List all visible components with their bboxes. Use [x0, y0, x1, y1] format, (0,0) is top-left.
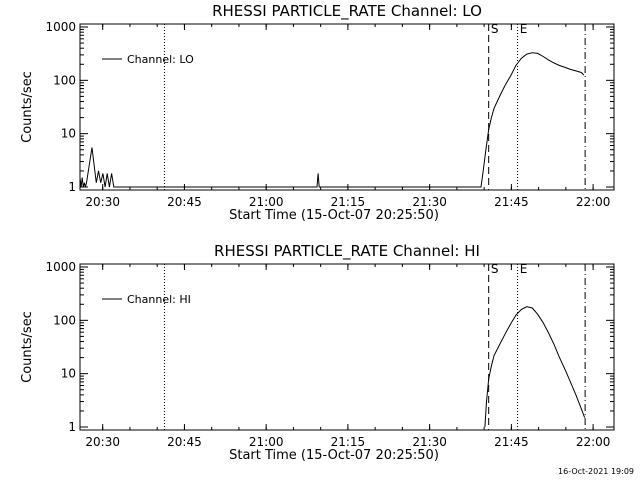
x-tick-label: 20:45	[167, 195, 202, 209]
x-tick-label: 20:30	[85, 435, 120, 449]
x-tick-label: 21:00	[249, 435, 284, 449]
marker-label: E	[520, 262, 528, 276]
marker-label: S	[491, 22, 499, 36]
plot-frame	[79, 23, 615, 191]
x-tick-label: 20:30	[85, 195, 120, 209]
x-tick-label: 21:15	[331, 435, 366, 449]
y-tick-label: 10	[61, 367, 76, 381]
x-tick-label: 21:15	[331, 195, 366, 209]
legend-label: Channel: LO	[127, 53, 194, 66]
chart-panel-lo: RHESSI PARTICLE_RATE Channel: LO 20:30 20:…	[20, 2, 615, 223]
y-tick-label: 1	[68, 180, 76, 194]
series-line	[484, 306, 586, 428]
y-tick-label: 100	[53, 73, 76, 87]
y-tick-label: 1000	[45, 260, 76, 274]
chart-title: RHESSI PARTICLE_RATE Channel: HI	[214, 242, 480, 261]
marker-label: S	[491, 262, 499, 276]
x-tick-label: 21:00	[249, 195, 284, 209]
y-tick-label: 1000	[45, 20, 76, 34]
x-tick-label: 21:30	[412, 435, 447, 449]
footer-stamp: 16-Oct-2021 19:09	[558, 467, 634, 476]
y-tick-label: 100	[53, 313, 76, 327]
x-tick-label: 21:30	[412, 195, 447, 209]
legend-label: Channel: HI	[127, 293, 191, 306]
x-tick-label: 21:45	[494, 195, 529, 209]
x-axis-label: Start Time (15-Oct-07 20:25:50)	[229, 448, 439, 463]
x-tick-label: 21:45	[494, 435, 529, 449]
x-tick-label: 22:00	[576, 435, 611, 449]
chart-panel-hi: RHESSI PARTICLE_RATE Channel: HI 20:30 20:…	[20, 242, 615, 463]
marker-label: E	[520, 22, 528, 36]
y-tick-label: 10	[61, 127, 76, 141]
y-tick-label: 1	[68, 420, 76, 434]
series-line	[79, 52, 585, 188]
x-axis-label: Start Time (15-Oct-07 20:25:50)	[229, 208, 439, 223]
plot-frame	[79, 263, 615, 431]
x-tick-label: 20:45	[167, 435, 202, 449]
y-axis-label: Counts/sec	[20, 71, 35, 143]
x-tick-label: 22:00	[576, 195, 611, 209]
chart-title: RHESSI PARTICLE_RATE Channel: LO	[212, 2, 482, 21]
y-axis-label: Counts/sec	[20, 311, 35, 383]
